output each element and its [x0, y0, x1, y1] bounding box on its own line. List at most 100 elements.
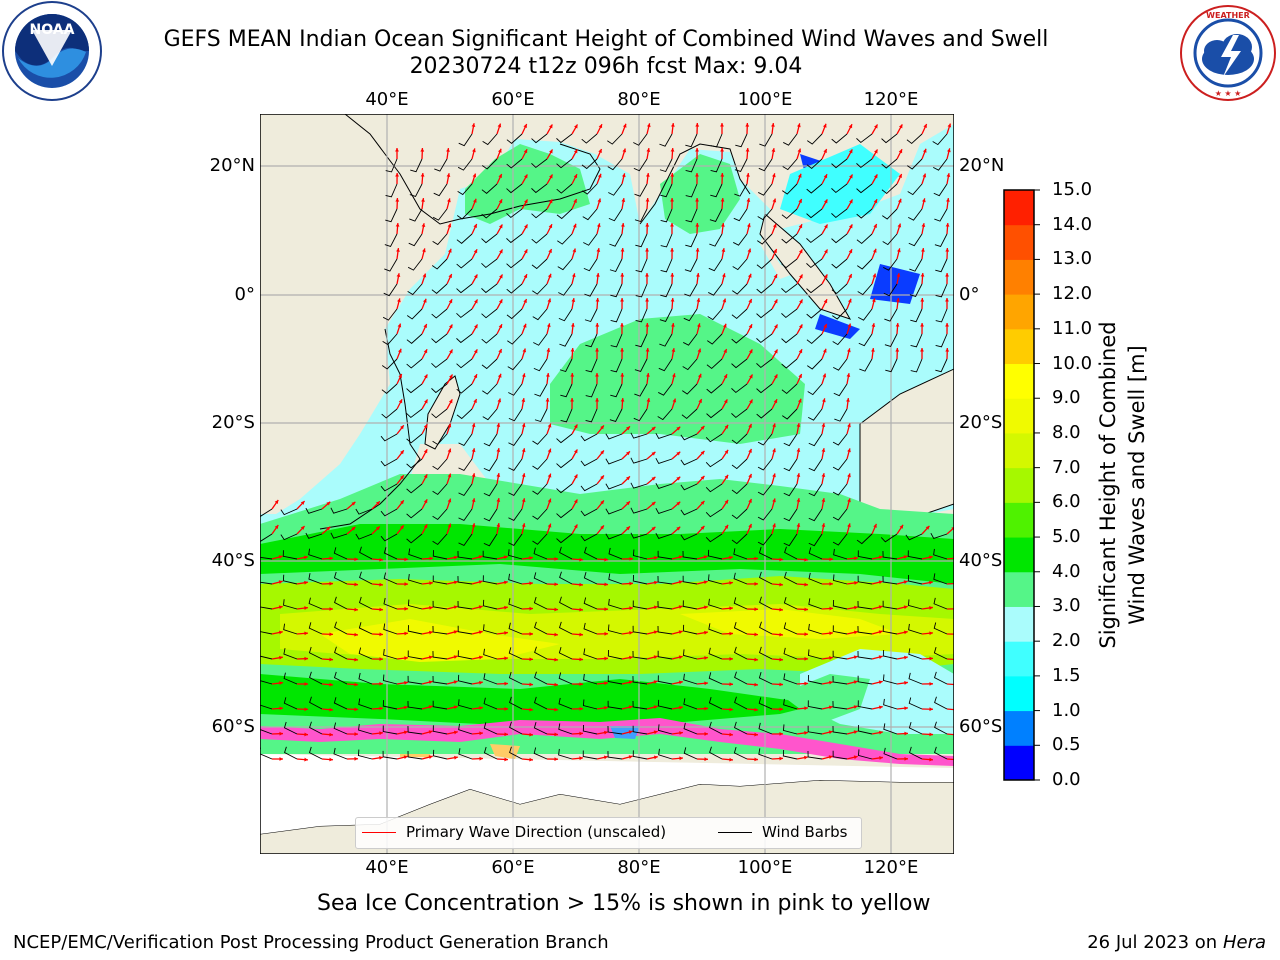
wave-arrow-head [653, 755, 658, 760]
wind-barb [781, 383, 798, 395]
wave-arrow-head [945, 323, 949, 327]
wind-barb [659, 158, 673, 173]
wave-arrow-head [379, 632, 383, 637]
wind-barb [457, 625, 473, 635]
wind-barb [260, 723, 273, 735]
wind-barb [807, 133, 823, 145]
wave-arrow-head [448, 399, 453, 404]
wave-arrow-head [278, 630, 283, 635]
wave-arrow-head [720, 123, 724, 127]
wind-barb [881, 183, 898, 195]
wind-barb [309, 671, 323, 685]
wave-arrow-head [773, 299, 778, 304]
wave-arrow-head [903, 580, 908, 584]
wind-barb [508, 671, 523, 685]
wind-barb [633, 158, 648, 172]
wind-barb [731, 383, 748, 394]
wave-arrow-head [878, 580, 883, 585]
colorbar-tick-label: 5.0 [1052, 526, 1081, 548]
wind-barb [705, 433, 723, 443]
wave-arrow-head [403, 755, 408, 760]
wind-barb [358, 596, 373, 610]
wind-barb-legend-label: Wind Barbs [762, 823, 848, 841]
wind-barb [757, 533, 773, 546]
wind-barb [431, 283, 448, 294]
wind-barb [560, 408, 573, 423]
wave-arrow-head [422, 273, 427, 278]
wind-barb [655, 432, 673, 440]
wave-arrow-head [720, 173, 725, 177]
wind-barb [408, 573, 423, 585]
wind-barb [483, 648, 498, 660]
wind-barb [531, 208, 548, 219]
wind-barb [731, 483, 748, 495]
wave-arrow [946, 683, 954, 686]
wind-barb [655, 457, 673, 465]
wind-barb [481, 333, 498, 344]
wind-barb [682, 624, 698, 635]
wave-arrow-head [629, 556, 633, 561]
wind-barb [481, 283, 498, 294]
wave-arrow-head [473, 398, 477, 403]
wave-arrow-head [729, 581, 733, 585]
wave-arrow-head [929, 732, 933, 737]
wave-arrow-head [548, 124, 553, 129]
wave-arrow-head [620, 223, 625, 227]
wind-barb [432, 700, 448, 710]
wave-arrow-head [496, 423, 501, 427]
wave-arrow-head [521, 448, 526, 453]
wind-barb [609, 233, 623, 247]
wind-barb [284, 746, 298, 760]
wave-arrow-head [721, 223, 725, 227]
wind-barb [935, 258, 948, 273]
wind-barb [783, 622, 798, 635]
wave-arrow-head [804, 582, 808, 587]
wind-barb [783, 673, 798, 685]
wave-arrow-head [579, 756, 583, 761]
wind-barb [883, 258, 898, 271]
wind-barb [635, 258, 648, 273]
wind-barb [856, 208, 873, 219]
wind-barb [532, 283, 548, 295]
wind-barb [457, 158, 473, 171]
wave-arrow-head [920, 348, 924, 352]
wave-arrow-head [354, 582, 358, 587]
wind-barb [684, 283, 698, 297]
footer-branch: NCEP/EMC/Verification Post Processing Pr… [13, 932, 609, 953]
wind-barb [458, 483, 473, 497]
wind-barb [655, 532, 673, 540]
wave-arrow-head [804, 632, 808, 637]
wave-height-map [260, 114, 954, 854]
wave-arrow-head [771, 123, 775, 127]
wave-arrow-head [704, 681, 708, 686]
wind-barb [658, 383, 673, 396]
wave-arrow-head [821, 398, 826, 403]
wave-arrow-head [754, 732, 758, 737]
wind-barb [883, 723, 898, 735]
wind-barb [482, 383, 498, 395]
wind-barb [431, 333, 448, 344]
wave-arrow-head [724, 474, 729, 479]
wind-barb [807, 649, 823, 660]
wind-barb [857, 258, 873, 270]
wind-barb [934, 671, 948, 685]
wave-arrow-head [828, 755, 833, 759]
wave-arrow-head [773, 274, 778, 279]
wave-arrow-head [821, 498, 826, 502]
wind-barb [358, 647, 373, 660]
wave-arrow-head [779, 657, 783, 662]
wave-arrow-head [829, 606, 833, 611]
wind-barb [309, 696, 323, 710]
wind-barb [683, 308, 698, 322]
wave-arrow-head [653, 680, 658, 684]
wave-arrow-head [274, 524, 279, 529]
wind-barb [506, 183, 523, 194]
wave-arrow-head [496, 498, 501, 502]
colorbar-segment [1004, 502, 1034, 538]
wave-arrow-head [878, 655, 883, 659]
wave-arrow-head [804, 656, 808, 661]
wave-arrow-head [646, 123, 651, 128]
wind-barb [706, 408, 723, 419]
wave-arrow-head [479, 706, 483, 710]
wind-barb [581, 133, 598, 144]
